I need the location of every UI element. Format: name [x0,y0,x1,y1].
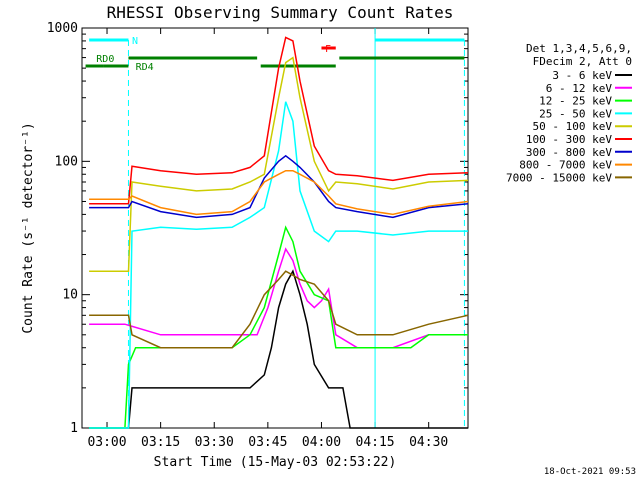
x-tick-label: 04:00 [302,435,341,450]
y-axis-label: Count Rate (s⁻¹ detector⁻¹) [21,122,36,333]
series-group [89,36,469,429]
legend-entry-label: 25 - 50 keV [539,107,612,120]
legend-entry-label: 50 - 100 keV [533,120,613,133]
x-tick-label: 03:45 [248,435,287,450]
annotation-label: RD0 [96,54,114,65]
legend-header: FDecim 2, Att 0 [533,55,632,68]
y-tick-group: 1 10 100 1000 [47,21,468,436]
series-line [89,225,468,429]
y-tick-label: 1000 [47,21,78,36]
series-line [89,169,469,216]
series-line [89,269,468,429]
x-tick-label: 03:30 [195,435,234,450]
plot-frame [81,27,469,429]
legend-header: Det 1,3,4,5,6,9, [526,42,632,55]
y-tick-label: 10 [62,288,78,303]
x-axis-label: Start Time (15-May-03 02:53:22) [154,455,397,470]
series-line [89,247,468,349]
footer-date: 18-Oct-2021 09:53 [544,467,636,477]
series-line [89,101,468,429]
x-tick-label: 03:00 [87,435,126,450]
legend-entry-label: 100 - 300 keV [526,133,612,146]
annotation-group: N RD0 RD4 F [96,36,331,73]
annotation-label: F [325,44,331,55]
legend-entry-label: 7000 - 15000 keV [506,171,612,184]
x-tick-group: 03:00 03:15 03:30 03:45 04:00 04:15 04:30 [87,28,448,450]
series-line [89,56,469,272]
legend-entry-label: 12 - 25 keV [539,95,612,108]
legend-entry-label: 6 - 12 keV [546,82,613,95]
legend-entry-label: 300 - 800 keV [526,146,612,159]
legend-entry-label: 3 - 6 keV [552,69,612,82]
instrument-state-bands [85,28,465,428]
y-tick-label: 1 [70,421,78,436]
series-line [89,154,469,219]
x-tick-label: 03:15 [141,435,180,450]
annotation-label: RD4 [136,62,154,73]
series-line [89,36,469,205]
legend: Det 1,3,4,5,6,9,FDecim 2, Att 03 - 6 keV… [506,42,632,184]
annotation-label: N [132,36,138,47]
series-line [89,270,469,349]
chart-title: RHESSI Observing Summary Count Rates [107,3,454,22]
legend-entry-label: 800 - 7000 keV [519,159,612,172]
y-tick-label: 100 [55,154,78,169]
x-tick-label: 04:15 [356,435,395,450]
x-tick-label: 04:30 [409,435,448,450]
